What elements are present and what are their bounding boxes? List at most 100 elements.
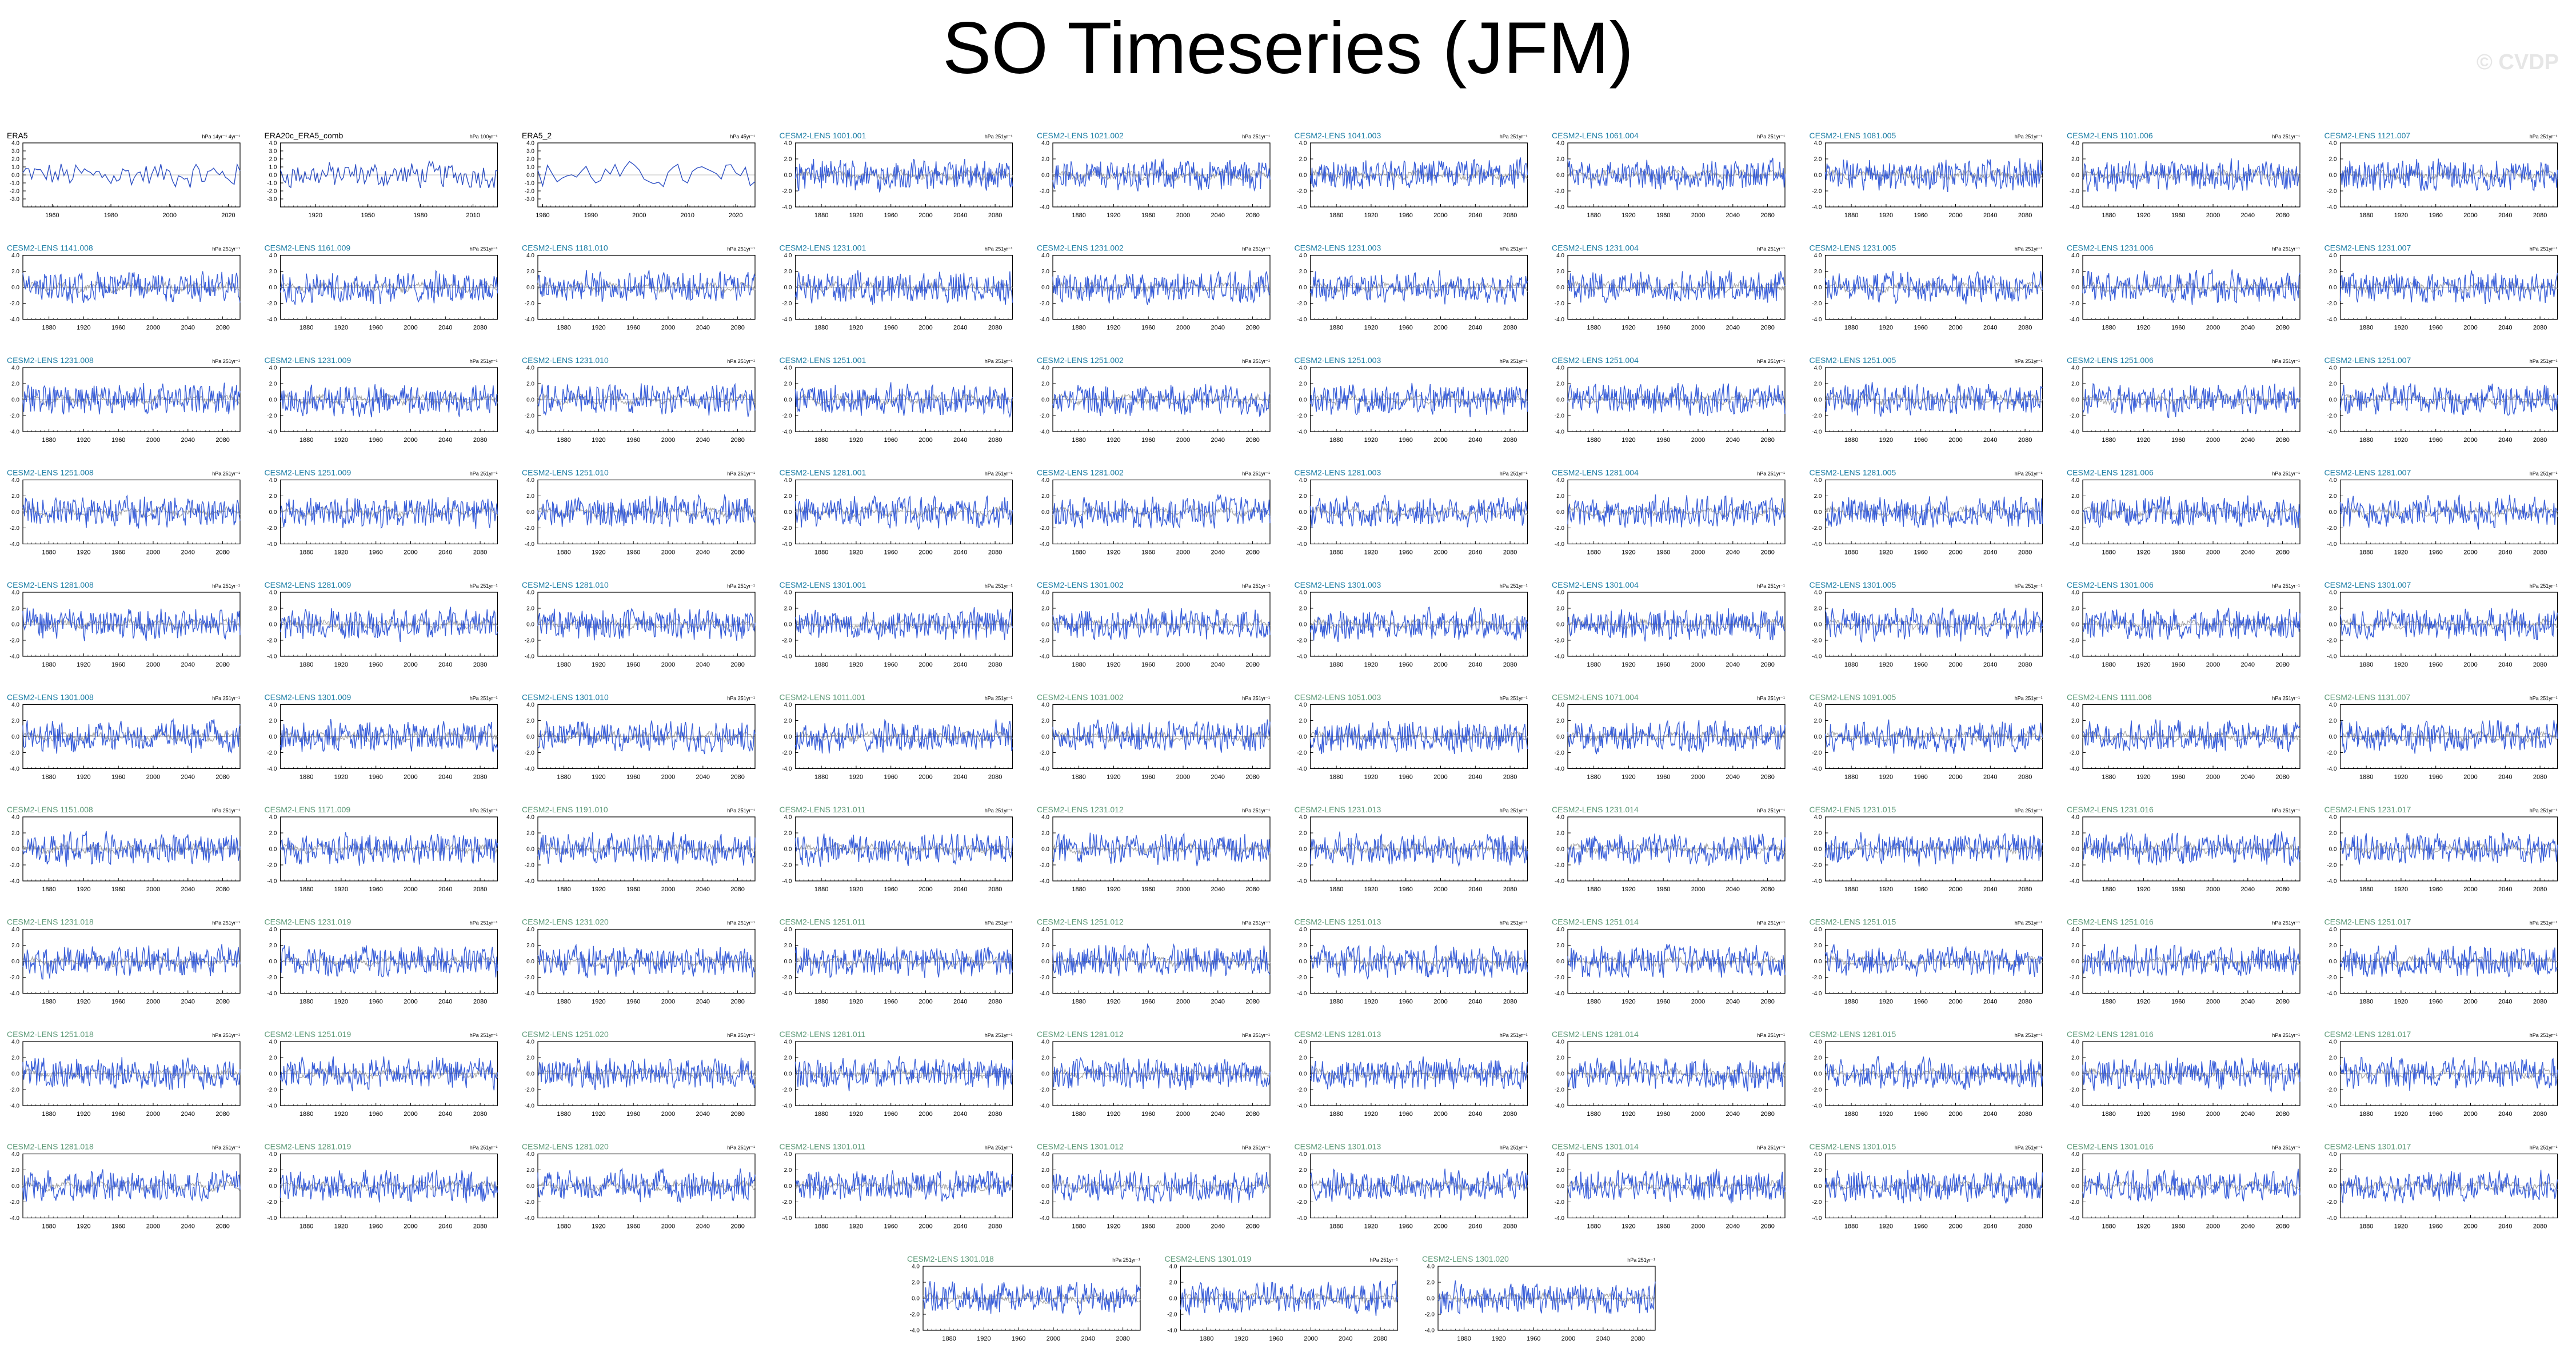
x-tick-label: 1880 <box>1587 212 1600 219</box>
x-tick-label: 2080 <box>2018 774 2032 781</box>
x-tick-label: 1920 <box>2136 437 2150 444</box>
panel-label: CESM2-LENS 1231.005 <box>1810 244 1896 253</box>
chart-panel: CESM2-LENS 1101.006 hPa 251yr⁻¹ 4.0 2.0 0.0 -… <box>2067 131 2301 219</box>
y-tick-label: 4.0 <box>269 365 277 372</box>
y-tick-label: 2.0 <box>2071 381 2079 388</box>
x-tick-label: 2000 <box>918 661 932 668</box>
x-tick-label: 1920 <box>1879 212 1893 219</box>
y-tick-label: 2.0 <box>1041 718 1049 724</box>
series-line <box>2339 270 2558 304</box>
panel-label: CESM2-LENS 1141.008 <box>7 244 93 253</box>
y-tick-label: 3.0 <box>11 149 19 155</box>
series-line <box>537 382 756 417</box>
x-tick-label: 2080 <box>1245 437 1259 444</box>
series-line <box>2339 720 2558 754</box>
panel-label: CESM2-LENS 1251.009 <box>265 468 352 477</box>
series-line <box>1052 158 1271 192</box>
panel-label: CESM2-LENS 1281.001 <box>780 468 866 477</box>
panel-label: ERA5_2 <box>522 131 552 140</box>
x-tick-label: 2000 <box>1433 325 1447 332</box>
x-tick-label: 2000 <box>1176 661 1190 668</box>
x-tick-label: 1880 <box>299 661 313 668</box>
x-tick-label: 1960 <box>884 661 897 668</box>
x-tick-label: 2080 <box>988 437 1002 444</box>
x-tick-label: 2080 <box>2275 549 2289 556</box>
x-tick-label: 2000 <box>661 886 675 893</box>
x-tick-label: 1880 <box>814 774 828 781</box>
y-tick-label: 2.0 <box>269 606 277 612</box>
y-tick-label: 0.0 <box>784 509 792 516</box>
x-tick-label: 1960 <box>884 437 897 444</box>
panel-label: CESM2-LENS 1251.007 <box>2325 356 2411 365</box>
x-tick-label: 1920 <box>592 886 605 893</box>
panel-units: hPa 251yr⁻¹ <box>2530 696 2558 701</box>
x-tick-label: 2080 <box>988 212 1002 219</box>
panel-label: CESM2-LENS 1151.008 <box>7 805 93 814</box>
x-tick-label: 1950 <box>361 212 374 219</box>
y-tick-label: 1.0 <box>526 165 534 171</box>
y-tick-label: 2.0 <box>2071 157 2079 163</box>
panel-label: CESM2-LENS 1231.010 <box>522 356 609 365</box>
x-tick-label: 2080 <box>2533 549 2547 556</box>
panel-label: CESM2-LENS 1101.006 <box>2067 131 2153 140</box>
x-tick-label: 2000 <box>404 661 417 668</box>
x-tick-label: 2040 <box>2498 325 2512 332</box>
ensemble-mean-line <box>537 617 756 631</box>
y-tick-label: 2.0 <box>784 381 792 388</box>
x-tick-label: 2020 <box>729 212 742 219</box>
y-tick-label: -4.0 <box>2327 429 2337 436</box>
panel-label: CESM2-LENS 1281.006 <box>2067 468 2154 477</box>
y-tick-label: 4.0 <box>784 702 792 708</box>
y-tick-label: 0.0 <box>784 622 792 628</box>
y-tick-label: 0.0 <box>526 509 534 516</box>
y-tick-label: -4.0 <box>782 317 792 323</box>
series-line <box>1052 270 1271 305</box>
x-tick-label: 2040 <box>2498 661 2512 668</box>
x-tick-label: 2040 <box>696 325 710 332</box>
y-tick-label: 0.0 <box>11 622 19 628</box>
x-tick-label: 2040 <box>953 437 967 444</box>
panel-units: hPa 251yr⁻¹ <box>212 808 240 813</box>
y-tick-label: 2.0 <box>2329 269 2337 275</box>
x-tick-label: 1960 <box>1399 325 1412 332</box>
y-tick-label: 2.0 <box>526 606 534 612</box>
x-tick-label: 1960 <box>369 886 382 893</box>
series-line <box>1309 494 1528 528</box>
y-tick-label: 4.0 <box>11 141 19 147</box>
y-tick-label: -2.0 <box>2070 301 2080 307</box>
y-tick-label: -2.0 <box>782 189 792 195</box>
x-tick-label: 2000 <box>2206 661 2220 668</box>
x-tick-label: 1880 <box>1329 661 1343 668</box>
panel-units: hPa 251yr⁻¹ <box>2015 471 2043 477</box>
x-tick-label: 1920 <box>334 549 348 556</box>
x-tick-label: 1880 <box>1072 437 1085 444</box>
x-tick-label: 1920 <box>77 325 90 332</box>
y-tick-label: 0.0 <box>1299 397 1307 404</box>
watermark: © CVDP <box>2477 50 2559 75</box>
x-tick-label: 1920 <box>77 886 90 893</box>
series-line <box>2082 495 2301 528</box>
x-tick-label: 2040 <box>2241 549 2255 556</box>
panel-units: hPa 251yr⁻¹ <box>2272 358 2300 364</box>
y-tick-label: -4.0 <box>2327 654 2337 660</box>
series-line <box>22 607 241 641</box>
y-tick-label: 0.0 <box>11 397 19 404</box>
x-tick-label: 1880 <box>557 774 570 781</box>
y-tick-label: -4.0 <box>782 205 792 211</box>
x-tick-label: 2040 <box>1468 212 1482 219</box>
x-tick-label: 2000 <box>1433 661 1447 668</box>
y-tick-label: 2.0 <box>1556 718 1564 724</box>
x-tick-label: 1880 <box>1844 325 1858 332</box>
x-tick-label: 2000 <box>2206 437 2220 444</box>
series-line <box>279 832 498 866</box>
x-tick-label: 1920 <box>1364 774 1378 781</box>
x-tick-label: 2000 <box>1948 212 1962 219</box>
y-tick-label: 4.0 <box>1814 365 1822 372</box>
y-tick-label: 2.0 <box>1556 606 1564 612</box>
panel-units: hPa 251yr⁻¹ <box>1242 358 1270 364</box>
y-tick-label: -3.0 <box>10 197 20 203</box>
y-tick-label: 2.0 <box>1041 381 1049 388</box>
chart-panel: CESM2-LENS 1251.002 hPa 251yr⁻¹ 4.0 2.0 0.0 -… <box>1037 356 1271 444</box>
y-tick-label: 2.0 <box>1556 381 1564 388</box>
chart-panel: CESM2-LENS 1301.004 hPa 251yr⁻¹ 4.0 2.0 0.0 -… <box>1552 580 1786 668</box>
